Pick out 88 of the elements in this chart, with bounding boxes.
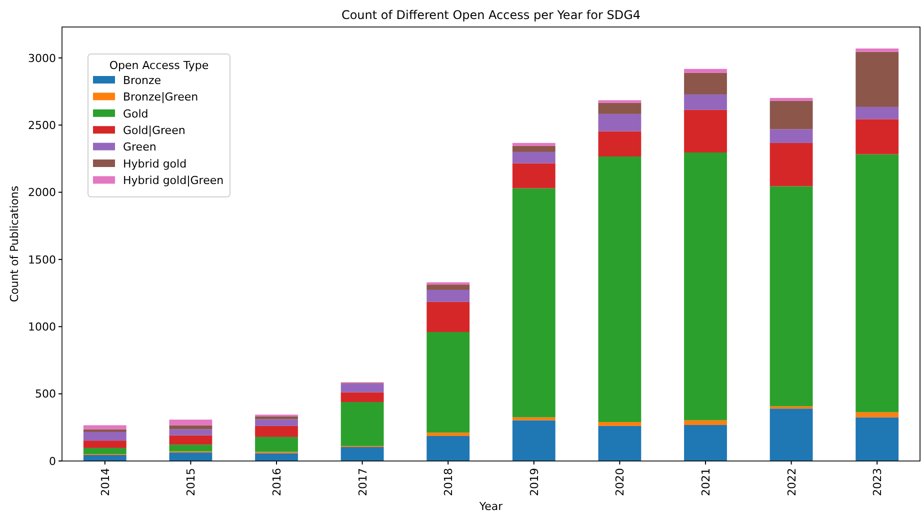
y-tick-label: 2500	[28, 118, 56, 132]
bar	[83, 440, 126, 448]
x-tick-label: 2017	[356, 468, 370, 496]
y-tick-label: 2000	[28, 186, 56, 200]
y-tick-label: 1000	[28, 320, 56, 334]
bar	[684, 110, 727, 152]
bar	[856, 52, 899, 107]
bar	[770, 100, 813, 130]
bar	[770, 129, 813, 143]
bar	[512, 417, 556, 420]
bar	[512, 142, 556, 146]
x-tick-label: 2014	[98, 468, 112, 496]
bar	[255, 453, 298, 461]
bar	[856, 154, 899, 412]
bar	[426, 302, 470, 332]
bar	[169, 425, 212, 430]
bar	[856, 48, 899, 52]
bar	[598, 131, 642, 157]
bar	[598, 114, 642, 132]
x-tick-label: 2015	[184, 468, 198, 496]
bar	[83, 448, 126, 454]
bar	[340, 447, 384, 461]
bar	[426, 436, 470, 461]
bar	[426, 284, 470, 290]
bar	[770, 142, 813, 186]
bar	[83, 425, 126, 430]
bar	[684, 94, 727, 110]
x-tick-label: 2020	[614, 468, 627, 496]
bar	[598, 426, 642, 461]
bar	[169, 429, 212, 436]
bar	[512, 152, 556, 164]
y-tick-label: 0	[49, 454, 56, 468]
bar	[856, 417, 899, 461]
bar	[684, 72, 727, 94]
bar	[83, 432, 126, 441]
bar	[255, 426, 298, 437]
bar	[856, 412, 899, 418]
bar	[856, 106, 899, 120]
legend-label: Hybrid gold|Green	[123, 174, 224, 188]
bar	[512, 188, 556, 418]
x-tick-label: 2021	[700, 468, 712, 496]
bar	[684, 152, 727, 420]
bar	[169, 444, 212, 452]
bar	[856, 119, 899, 154]
x-tick-label: 2018	[442, 468, 456, 496]
x-tick-label: 2022	[785, 468, 798, 496]
bar	[770, 98, 813, 101]
legend-label: Gold|Green	[123, 124, 186, 137]
legend-title: Open Access Type	[109, 59, 209, 72]
bar	[512, 146, 556, 152]
bar	[598, 102, 642, 114]
bar	[83, 429, 126, 432]
x-axis-title: Year	[478, 500, 504, 513]
bar	[340, 384, 384, 392]
x-tick-label: 2023	[871, 468, 884, 496]
x-tick-label: 2019	[528, 468, 541, 496]
y-tick-label: 500	[35, 388, 56, 401]
x-tick-label: 2016	[270, 468, 284, 496]
bar	[684, 68, 727, 73]
bar	[426, 290, 470, 302]
bar	[255, 436, 298, 452]
y-tick-label: 3000	[28, 52, 56, 65]
bar	[512, 163, 556, 188]
bar	[426, 332, 470, 433]
bar	[598, 100, 642, 103]
bar	[169, 435, 212, 445]
bar	[169, 420, 212, 426]
bar	[684, 424, 727, 461]
bar	[598, 422, 642, 426]
legend-label: Bronze|Green	[123, 90, 198, 104]
bar	[598, 156, 642, 422]
bar	[169, 452, 212, 461]
legend-label: Bronze	[123, 74, 162, 87]
bar	[340, 402, 384, 446]
legend-label: Gold	[123, 107, 148, 120]
bar	[255, 419, 298, 426]
bar	[512, 420, 556, 461]
bar	[340, 392, 384, 402]
chart-title: Count of Different Open Access per Year for SDG4	[341, 8, 641, 22]
bar	[426, 432, 470, 436]
y-axis-title: Count of Publications	[8, 186, 21, 302]
legend-label: Green	[123, 140, 156, 154]
legend-label: Hybrid gold	[123, 157, 187, 170]
bar	[770, 408, 813, 461]
bar	[684, 420, 727, 425]
bar	[770, 186, 813, 406]
bar	[83, 454, 126, 461]
y-tick-label: 1500	[28, 253, 56, 266]
